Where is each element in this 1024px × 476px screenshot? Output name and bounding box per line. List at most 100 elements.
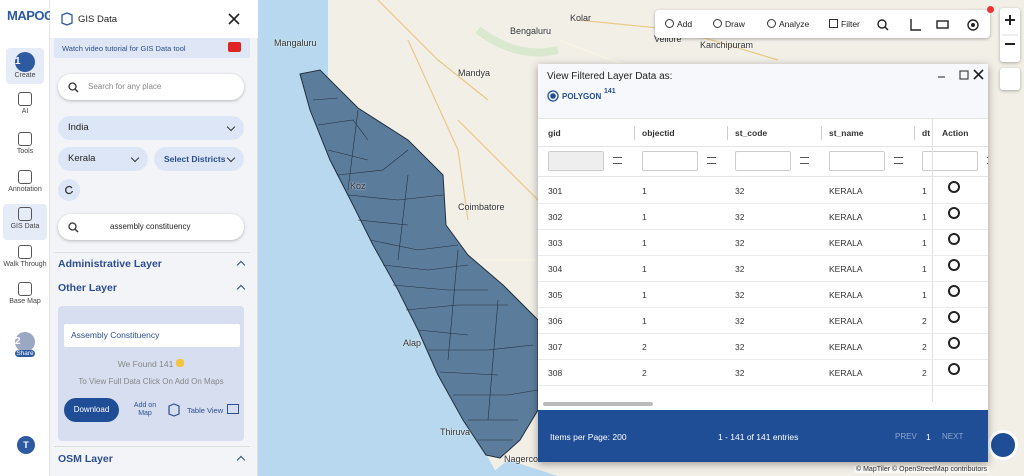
section-header[interactable]: Administrative Layer <box>58 258 250 270</box>
popup-title: View Filtered Layer Data as: <box>547 71 673 82</box>
close-button[interactable] <box>228 13 240 25</box>
column-header[interactable]: objectid <box>642 128 675 138</box>
layer-search[interactable]: assembly constituency <box>58 214 244 240</box>
zoom-to-feature[interactable] <box>948 363 960 375</box>
filter-input[interactable] <box>548 151 604 171</box>
filter-icon[interactable] <box>987 157 988 164</box>
prev-button[interactable]: PREV <box>895 432 917 441</box>
items-per-page[interactable]: Items per Page: 200 <box>550 432 627 442</box>
rail-icon <box>18 207 32 221</box>
toolbar-icons[interactable] <box>875 17 985 33</box>
zoom-to-feature[interactable] <box>948 259 960 271</box>
rail-item[interactable]: Tools <box>3 132 47 155</box>
table-cell: 1 <box>642 290 647 300</box>
next-button[interactable]: NEXT <box>942 432 964 441</box>
place-label: Vellore <box>654 34 682 44</box>
district-dropdown[interactable]: Select Districts <box>154 147 244 171</box>
column-divider <box>634 126 635 140</box>
table-cell: KERALA <box>829 212 863 222</box>
download-button[interactable]: Download <box>64 398 119 422</box>
zoom-buttons[interactable] <box>1000 8 1020 62</box>
share-label[interactable]: Share <box>15 350 35 357</box>
table-cell: 2 <box>642 342 647 352</box>
table-cell: 32 <box>735 290 745 300</box>
filter-input[interactable] <box>829 151 885 171</box>
zoom-to-feature[interactable] <box>948 181 960 193</box>
table-popup: View Filtered Layer Data as: POLYGON 141… <box>538 64 988 462</box>
country-dropdown[interactable]: India <box>58 116 244 140</box>
row-rule <box>538 307 988 308</box>
avatar[interactable]: T <box>17 436 35 454</box>
table-cell: 32 <box>735 238 745 248</box>
column-divider <box>914 126 915 140</box>
zoom-to-feature[interactable] <box>948 207 960 219</box>
rail-item[interactable]: Base Map <box>3 282 47 305</box>
rail-icon <box>18 132 32 146</box>
zoom-to-feature[interactable] <box>948 311 960 323</box>
rail-label: Walk Through <box>3 261 47 268</box>
place-label: Mangaluru <box>274 38 317 48</box>
column-header[interactable]: st_code <box>735 128 768 138</box>
gis-panel: GIS Data Watch video tutorial for GIS Da… <box>50 0 258 476</box>
toolbar-button[interactable]: Draw <box>725 19 745 29</box>
rail-icon <box>18 170 32 184</box>
tutorial-banner[interactable] <box>54 38 250 58</box>
row-rule <box>538 229 988 230</box>
section-header[interactable]: OSM Layer <box>58 453 250 465</box>
scrollbar[interactable] <box>543 402 653 406</box>
rail-item[interactable]: AI <box>3 92 47 115</box>
rail-label: Base Map <box>9 298 41 305</box>
refresh-button[interactable] <box>58 179 80 201</box>
header-rule <box>538 146 988 147</box>
logo[interactable]: MAPOG <box>7 8 54 23</box>
chat-button[interactable] <box>988 430 1018 460</box>
zoom-to-feature[interactable] <box>948 337 960 349</box>
column-header: Action <box>942 128 969 138</box>
filter-input[interactable] <box>735 151 791 171</box>
toolbar-button[interactable]: Add <box>677 19 693 29</box>
table-cell: KERALA <box>829 368 863 378</box>
rail-item[interactable]: Create <box>3 72 47 79</box>
tutorial-link[interactable]: Watch video tutorial for GIS Data tool <box>62 44 186 53</box>
hand-emoji <box>176 359 185 367</box>
window-controls[interactable] <box>936 69 986 81</box>
table-cell: 1 <box>922 238 927 248</box>
filter-input[interactable] <box>922 151 978 171</box>
filter-icon[interactable] <box>613 157 622 164</box>
filter-icon[interactable] <box>707 157 716 164</box>
divider <box>538 118 988 119</box>
geometry-type[interactable]: POLYGON <box>562 92 602 101</box>
state-dropdown[interactable]: Kerala <box>58 147 148 171</box>
rail-item[interactable]: GIS Data <box>3 204 47 240</box>
place-search[interactable]: Search for any place <box>58 74 244 100</box>
add-on-map-button[interactable]: Add on Map <box>133 402 157 417</box>
share-step[interactable]: 2 <box>15 332 35 352</box>
row-rule <box>538 281 988 282</box>
filter-icon[interactable] <box>800 157 809 164</box>
zoom-to-feature[interactable] <box>948 233 960 245</box>
table-cell: KERALA <box>829 264 863 274</box>
entries-range: 1 - 141 of 141 entries <box>718 432 799 442</box>
print-button[interactable] <box>1000 68 1020 90</box>
zoom-to-feature[interactable] <box>948 285 960 297</box>
section-header[interactable]: Other Layer <box>58 282 250 294</box>
page-number[interactable]: 1 <box>926 432 931 442</box>
column-header[interactable]: dt <box>922 128 931 138</box>
rail-item[interactable]: Walk Through <box>3 245 47 268</box>
table-view-button[interactable]: Table View <box>187 406 224 415</box>
youtube-icon[interactable] <box>228 42 241 52</box>
toolbar-button[interactable]: Filter <box>841 19 860 29</box>
filter-input[interactable] <box>642 151 698 171</box>
toolbar-icon <box>665 19 674 28</box>
rail-item[interactable]: Annotation <box>3 170 47 193</box>
column-header[interactable]: gid <box>548 128 561 138</box>
table-icon <box>168 403 180 417</box>
table-cell: 1 <box>922 264 927 274</box>
column-header[interactable]: st_name <box>829 128 864 138</box>
create-step[interactable]: 1 <box>15 52 35 72</box>
filter-icon[interactable] <box>894 157 903 164</box>
toolbar-button[interactable]: Analyze <box>779 19 810 29</box>
notification-dot <box>987 6 994 13</box>
radio[interactable] <box>547 90 559 102</box>
place-label: Kolar <box>570 13 592 23</box>
